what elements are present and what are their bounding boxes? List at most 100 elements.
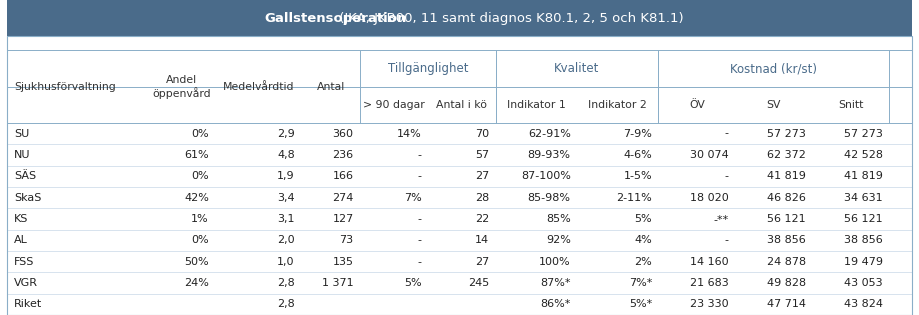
Text: 21 683: 21 683 — [690, 278, 729, 288]
Text: 14%: 14% — [397, 129, 422, 139]
Text: 236: 236 — [333, 150, 354, 160]
Text: -: - — [417, 150, 422, 160]
Text: Kvalitet: Kvalitet — [554, 62, 600, 75]
Text: 86%*: 86%* — [540, 299, 571, 309]
Text: 38 856: 38 856 — [844, 235, 882, 245]
Text: -: - — [417, 235, 422, 245]
Text: Sjukhusförvaltning: Sjukhusförvaltning — [14, 82, 116, 92]
Text: 87-100%: 87-100% — [521, 171, 571, 181]
Text: -: - — [725, 171, 729, 181]
Text: 49 828: 49 828 — [766, 278, 806, 288]
Text: 2%: 2% — [634, 257, 652, 266]
Text: 42%: 42% — [184, 192, 209, 203]
Text: 38 856: 38 856 — [767, 235, 806, 245]
Text: Indikator 2: Indikator 2 — [588, 100, 647, 110]
Text: Riket: Riket — [14, 299, 42, 309]
Text: ÖV: ÖV — [689, 100, 705, 110]
Text: 0%: 0% — [191, 171, 209, 181]
Text: 85-98%: 85-98% — [528, 192, 571, 203]
Text: 2,0: 2,0 — [278, 235, 295, 245]
Text: Indikator 1: Indikator 1 — [507, 100, 566, 110]
Text: 24%: 24% — [184, 278, 209, 288]
Text: KS: KS — [14, 214, 28, 224]
Text: 56 121: 56 121 — [844, 214, 882, 224]
Text: 14: 14 — [475, 235, 489, 245]
Text: (JKA, JKB00, 11 samt diagnos K80.1, 2, 5 och K81.1): (JKA, JKB00, 11 samt diagnos K80.1, 2, 5… — [335, 12, 684, 25]
Text: 166: 166 — [333, 171, 354, 181]
Text: 89-93%: 89-93% — [528, 150, 571, 160]
Text: 2-11%: 2-11% — [617, 192, 652, 203]
Text: -: - — [417, 257, 422, 266]
Text: 61%: 61% — [185, 150, 209, 160]
Text: 5%: 5% — [634, 214, 652, 224]
Text: 2,9: 2,9 — [277, 129, 295, 139]
Text: 100%: 100% — [539, 257, 571, 266]
Text: 127: 127 — [333, 214, 354, 224]
Text: -: - — [725, 129, 729, 139]
Text: 1%: 1% — [191, 214, 209, 224]
Text: VGR: VGR — [14, 278, 38, 288]
Text: 41 819: 41 819 — [844, 171, 882, 181]
Bar — [7, 0, 912, 36]
Text: 14 160: 14 160 — [690, 257, 729, 266]
Text: 42 528: 42 528 — [844, 150, 882, 160]
Text: 4-6%: 4-6% — [623, 150, 652, 160]
Text: 7%: 7% — [403, 192, 422, 203]
Text: SkaS: SkaS — [14, 192, 41, 203]
Text: 1,9: 1,9 — [278, 171, 295, 181]
Text: 28: 28 — [475, 192, 489, 203]
Text: 19 479: 19 479 — [844, 257, 882, 266]
Text: -: - — [725, 235, 729, 245]
Text: 47 714: 47 714 — [766, 299, 806, 309]
Text: 245: 245 — [468, 278, 489, 288]
Text: 5%*: 5%* — [629, 299, 652, 309]
Text: 34 631: 34 631 — [844, 192, 882, 203]
Text: > 90 dagar: > 90 dagar — [363, 100, 425, 110]
Text: 1-5%: 1-5% — [623, 171, 652, 181]
Text: 57 273: 57 273 — [844, 129, 882, 139]
Text: 92%: 92% — [546, 235, 571, 245]
Text: 3,1: 3,1 — [278, 214, 295, 224]
Text: 62 372: 62 372 — [766, 150, 806, 160]
Text: SV: SV — [766, 100, 781, 110]
Text: 274: 274 — [333, 192, 354, 203]
Text: 62-91%: 62-91% — [528, 129, 571, 139]
Text: 43 824: 43 824 — [844, 299, 882, 309]
Text: 24 878: 24 878 — [766, 257, 806, 266]
Text: 56 121: 56 121 — [767, 214, 806, 224]
Text: 5%: 5% — [403, 278, 422, 288]
Text: 3,4: 3,4 — [278, 192, 295, 203]
Text: 87%*: 87%* — [540, 278, 571, 288]
Text: Tillgänglighet: Tillgänglighet — [388, 62, 468, 75]
Text: 27: 27 — [475, 171, 489, 181]
Text: 23 330: 23 330 — [690, 299, 729, 309]
Text: Antal i kö: Antal i kö — [437, 100, 487, 110]
Text: 85%: 85% — [546, 214, 571, 224]
Text: 7-9%: 7-9% — [623, 129, 652, 139]
Text: 0%: 0% — [191, 235, 209, 245]
Text: 43 053: 43 053 — [844, 278, 882, 288]
Text: Antal: Antal — [316, 82, 345, 92]
Text: 0%: 0% — [191, 129, 209, 139]
Text: 4,8: 4,8 — [277, 150, 295, 160]
Text: 50%: 50% — [185, 257, 209, 266]
Text: Andel
öppenvård: Andel öppenvård — [153, 75, 210, 99]
Text: 27: 27 — [475, 257, 489, 266]
Text: 70: 70 — [475, 129, 489, 139]
Text: 22: 22 — [475, 214, 489, 224]
Text: 73: 73 — [339, 235, 354, 245]
Text: 1,0: 1,0 — [278, 257, 295, 266]
Text: 1 371: 1 371 — [322, 278, 354, 288]
Text: AL: AL — [14, 235, 28, 245]
Text: 18 020: 18 020 — [690, 192, 729, 203]
Text: 57: 57 — [475, 150, 489, 160]
Text: -**: -** — [714, 214, 729, 224]
Text: 41 819: 41 819 — [766, 171, 806, 181]
Bar — [7, 36, 912, 315]
Text: SU: SU — [14, 129, 29, 139]
Text: SÄS: SÄS — [14, 171, 36, 181]
Text: 135: 135 — [333, 257, 354, 266]
Text: 4%: 4% — [634, 235, 652, 245]
Text: 30 074: 30 074 — [690, 150, 729, 160]
Text: NU: NU — [14, 150, 30, 160]
